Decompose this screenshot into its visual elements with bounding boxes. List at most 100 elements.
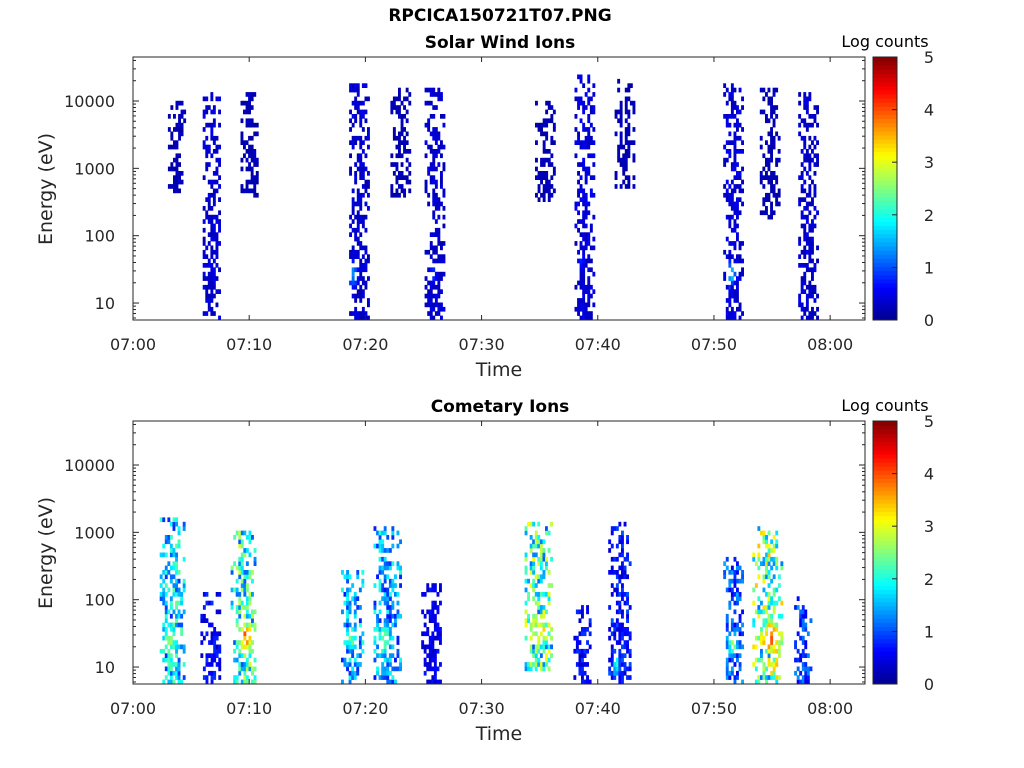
spectrogram-cell xyxy=(218,223,221,229)
spectrogram-cell xyxy=(175,675,178,680)
spectrogram-cell xyxy=(243,109,246,115)
cometary-panel: Cometary Ions 07:00 07:10 07:20 07:30 07:40 0… xyxy=(35,396,934,745)
spectrogram-cell xyxy=(728,284,732,290)
spectrogram-cell xyxy=(356,210,360,216)
spectrogram-cell xyxy=(805,149,809,154)
colorbar-segment xyxy=(873,192,897,198)
spectrogram-cell xyxy=(424,293,428,299)
spectrogram-cell xyxy=(730,618,734,623)
spectrogram-cell xyxy=(182,556,186,562)
spectrogram-cell xyxy=(532,648,536,654)
spectrogram-cell xyxy=(617,149,621,154)
spectrogram-cell xyxy=(424,284,428,290)
spectrogram-cell xyxy=(725,254,729,259)
spectrogram-cell xyxy=(772,210,776,216)
spectrogram-cell xyxy=(800,184,804,189)
spectrogram-cell xyxy=(524,622,528,628)
spectrogram-cell xyxy=(628,561,632,566)
spectrogram-cell xyxy=(624,109,628,115)
spectrogram-cell xyxy=(767,179,771,185)
spectrogram-cell xyxy=(437,289,441,294)
spectrogram-cell xyxy=(798,263,802,268)
spectrogram-cell xyxy=(610,657,614,663)
spectrogram-cell xyxy=(800,171,804,176)
colorbar-segment xyxy=(873,188,897,194)
spectrogram-cell xyxy=(728,648,732,654)
spectrogram-cell xyxy=(182,583,186,588)
spectrogram-cell xyxy=(527,578,530,584)
spectrogram-cell xyxy=(532,618,536,623)
spectrogram-cell xyxy=(589,293,593,299)
spectrogram-cell xyxy=(770,188,773,194)
spectrogram-cell xyxy=(205,662,209,667)
spectrogram-cell xyxy=(582,162,586,167)
spectrogram-cell xyxy=(736,284,739,290)
spectrogram-cell xyxy=(757,526,761,531)
spectrogram-cell xyxy=(351,210,355,216)
spectrogram-cell xyxy=(218,631,222,637)
spectrogram-cell xyxy=(524,565,528,571)
spectrogram-cell xyxy=(621,543,624,549)
spectrogram-cell xyxy=(545,530,548,536)
spectrogram-cell xyxy=(431,587,435,593)
spectrogram-cell xyxy=(579,271,583,277)
spectrogram-cell xyxy=(754,561,758,566)
colorbar-segment xyxy=(873,478,897,484)
spectrogram-cell xyxy=(207,149,211,154)
spectrogram-cell xyxy=(359,284,363,290)
spectrogram-cell xyxy=(218,644,222,650)
spectrogram-cell xyxy=(805,306,809,312)
spectrogram-cell xyxy=(378,570,382,575)
spectrogram-cell xyxy=(725,315,729,321)
spectrogram-cell xyxy=(356,653,360,658)
spectrogram-cell xyxy=(170,135,174,141)
spectrogram-cell xyxy=(205,166,209,172)
spectrogram-cell xyxy=(248,96,251,102)
spectrogram-cell xyxy=(361,306,365,312)
spectrogram-cell xyxy=(587,140,591,145)
spectrogram-cell xyxy=(587,302,591,308)
spectrogram-cell xyxy=(733,241,737,246)
spectrogram-cell xyxy=(392,127,396,132)
spectrogram-cell xyxy=(539,548,543,553)
spectrogram-cell xyxy=(622,171,626,176)
spectrogram-cell xyxy=(240,140,244,145)
spectrogram-cell xyxy=(800,210,804,216)
spectrogram-cell xyxy=(803,153,807,159)
spectrogram-cell xyxy=(542,539,546,545)
spectrogram-cell xyxy=(615,543,619,549)
spectrogram-cell xyxy=(175,543,178,549)
spectrogram-cell xyxy=(240,627,244,632)
spectrogram-cell xyxy=(579,96,583,102)
spectrogram-cell xyxy=(356,109,360,115)
spectrogram-cell xyxy=(813,263,817,268)
spectrogram-cell xyxy=(730,254,734,259)
spectrogram-cell xyxy=(354,140,358,145)
spectrogram-cell xyxy=(390,188,394,194)
spectrogram-cell xyxy=(364,153,368,159)
spectrogram-cell xyxy=(738,640,742,645)
spectrogram-cell xyxy=(359,241,363,246)
spectrogram-cell xyxy=(579,175,583,180)
spectrogram-cell xyxy=(178,188,181,194)
spectrogram-cell xyxy=(728,578,732,584)
spectrogram-cell xyxy=(169,662,173,667)
spectrogram-cell xyxy=(437,135,441,141)
spectrogram-cell xyxy=(728,315,732,321)
spectrogram-cell xyxy=(627,179,631,185)
spectrogram-cell xyxy=(767,644,771,650)
spectrogram-cell xyxy=(545,157,549,163)
spectrogram-cell xyxy=(359,162,363,167)
spectrogram-cell xyxy=(208,670,211,676)
spectrogram-cell xyxy=(383,653,387,658)
spectrogram-cell xyxy=(801,662,805,667)
spectrogram-cell xyxy=(398,171,401,176)
spectrogram-cell xyxy=(388,653,392,658)
spectrogram-cell xyxy=(177,539,181,545)
spectrogram-cell xyxy=(388,596,392,601)
spectrogram-cell xyxy=(542,197,546,202)
spectrogram-cell xyxy=(577,219,580,224)
spectrogram-cell xyxy=(432,280,436,286)
spectrogram-cell xyxy=(584,284,588,290)
spectrogram-cell xyxy=(752,622,756,628)
